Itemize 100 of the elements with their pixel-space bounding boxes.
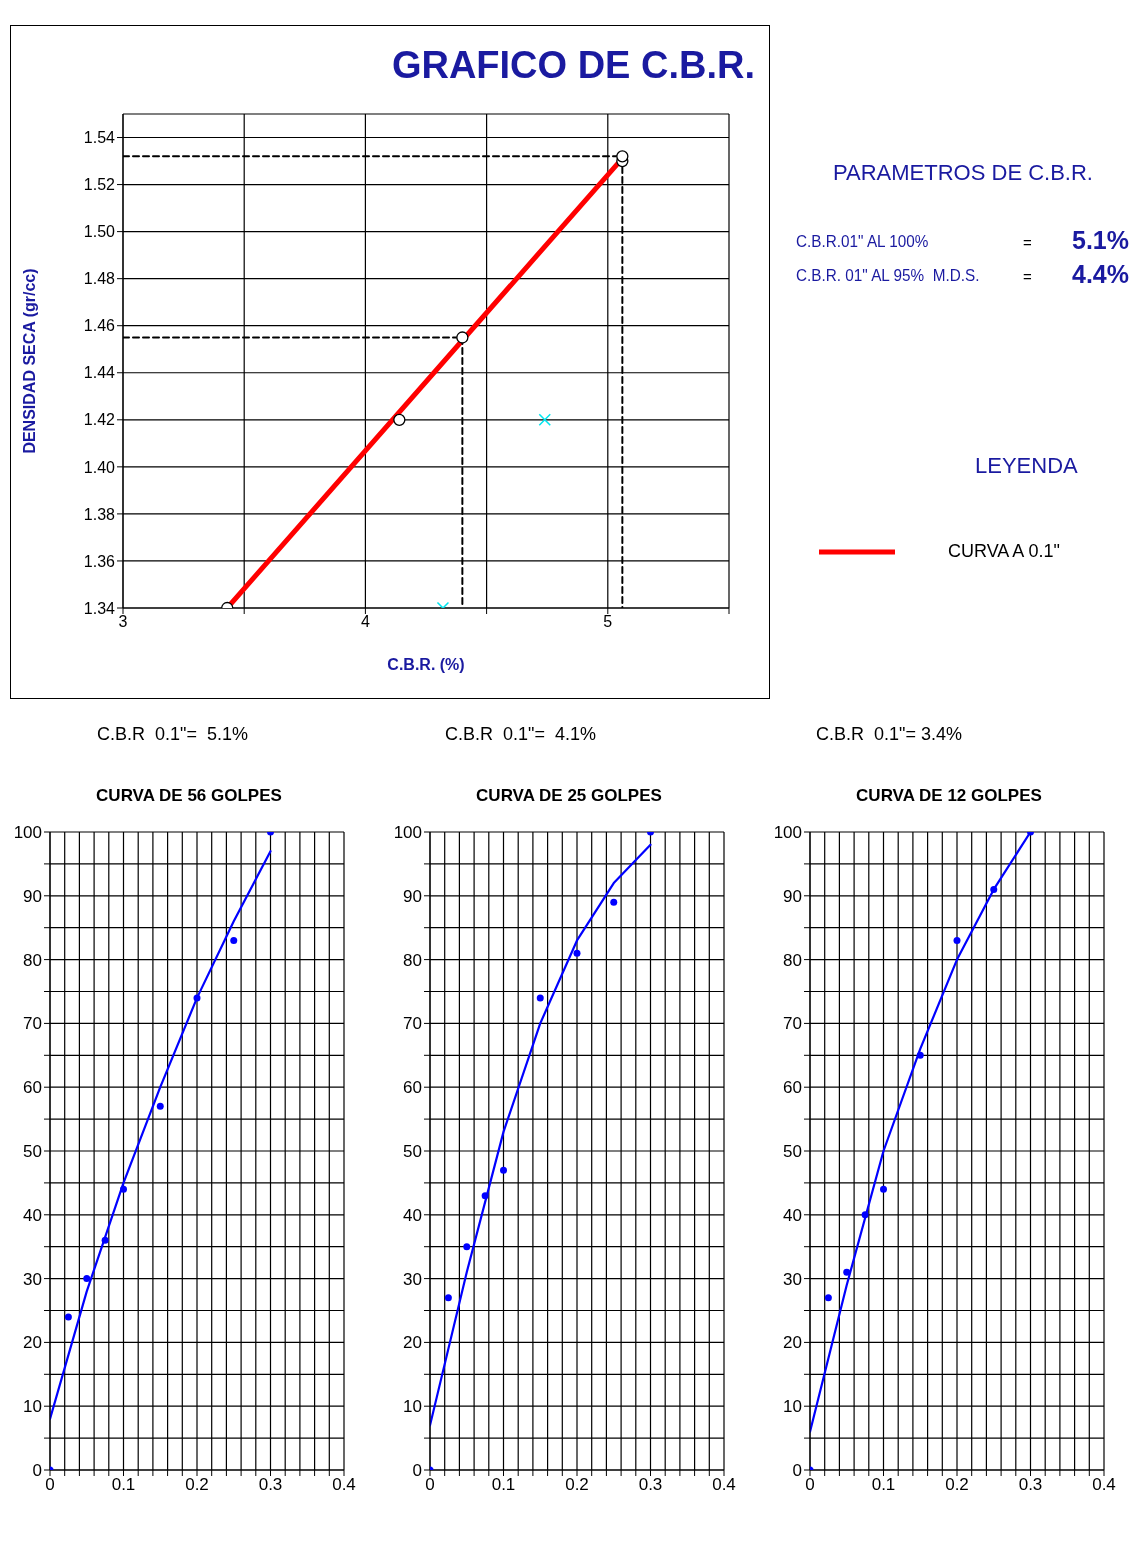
text: C.B.R 0.1"= 5.1% xyxy=(97,724,248,745)
point xyxy=(120,1185,127,1193)
y-tick-label: 90 xyxy=(783,886,802,906)
chart-title: CURVA DE 12 GOLPES xyxy=(855,786,1043,806)
x-tick-label: 0.4 xyxy=(712,1475,736,1495)
point xyxy=(230,936,238,944)
chart-title: CURVA DE 56 GOLPES xyxy=(95,786,283,806)
x-tick-label: 0 xyxy=(425,1475,435,1495)
point xyxy=(444,1294,452,1302)
text: CURVA A 0.1" xyxy=(948,541,1060,562)
x-tick-label: 0.3 xyxy=(1018,1475,1043,1495)
y-tick-label: 60 xyxy=(23,1078,42,1098)
point xyxy=(83,1275,91,1283)
y-tick-label: 1.38 xyxy=(83,505,116,523)
y-tick-label: 1.34 xyxy=(83,599,116,617)
text: C.B.R.01" AL 100% xyxy=(796,232,929,252)
x-tick-label: 0.1 xyxy=(111,1475,136,1495)
y-tick-label: 20 xyxy=(403,1333,422,1353)
y-tick-label: 50 xyxy=(403,1142,422,1162)
point xyxy=(843,1268,851,1276)
y-tick-label: 1.36 xyxy=(83,552,116,570)
point xyxy=(481,1192,489,1200)
x-tick-label: 0.2 xyxy=(565,1475,589,1495)
y-tick-label: 90 xyxy=(403,886,422,906)
y-tick-label: 80 xyxy=(783,950,802,970)
text: = xyxy=(1023,268,1032,285)
text: 5.1% xyxy=(1072,226,1129,255)
x-tick-label: 0.3 xyxy=(258,1475,283,1495)
point xyxy=(156,1102,164,1110)
y-tick-label: 50 xyxy=(783,1142,802,1162)
x-tick-label: 0.1 xyxy=(491,1475,516,1495)
y-tick-label: 40 xyxy=(783,1205,802,1225)
chart-title: CURVA DE 25 GOLPES xyxy=(475,786,663,806)
chart-title: GRAFICO DE C.B.R. xyxy=(391,44,755,87)
y-tick-label: 100 xyxy=(393,823,422,843)
y-tick-label: 10 xyxy=(23,1397,42,1417)
y-tick-label: 20 xyxy=(783,1333,802,1353)
y-tick-label: 1.50 xyxy=(83,223,116,241)
y-tick-label: 1.42 xyxy=(83,411,116,429)
y-tick-label: 80 xyxy=(23,950,42,970)
text: C.B.R. 01" AL 95% M.D.S. xyxy=(796,266,980,286)
y-tick-label: 1.40 xyxy=(83,458,116,476)
text: C.B.R 0.1"= 3.4% xyxy=(816,724,962,745)
y-tick-label: 0 xyxy=(412,1461,422,1481)
point xyxy=(456,331,469,344)
point xyxy=(824,1294,832,1302)
y-tick-label: 90 xyxy=(23,886,42,906)
x-tick-label: 0.2 xyxy=(945,1475,969,1495)
line-series xyxy=(430,843,652,1427)
point xyxy=(953,936,961,944)
point xyxy=(538,413,552,427)
y-tick-label: 1.54 xyxy=(83,129,116,147)
y-tick-label: 20 xyxy=(23,1333,42,1353)
point xyxy=(916,1051,924,1059)
point xyxy=(393,413,406,426)
y-tick-label: 50 xyxy=(23,1142,42,1162)
y-tick-label: 100 xyxy=(773,823,802,843)
y-tick-label: 10 xyxy=(403,1397,422,1417)
point xyxy=(463,1243,471,1251)
line-series xyxy=(810,832,1032,1433)
point xyxy=(616,150,629,163)
y-tick-label: 70 xyxy=(403,1014,422,1034)
x-tick-label: 0.4 xyxy=(332,1475,356,1495)
x-tick-label: 0.4 xyxy=(1092,1475,1116,1495)
x-tick-label: 3 xyxy=(118,613,128,631)
point xyxy=(536,994,544,1002)
point xyxy=(990,885,998,893)
y-tick-label: 100 xyxy=(13,823,42,843)
point xyxy=(193,994,201,1002)
y-tick-label: 1.44 xyxy=(83,364,116,382)
y-tick-label: 30 xyxy=(403,1269,422,1289)
point xyxy=(880,1185,887,1193)
line-series xyxy=(50,850,272,1421)
text: = xyxy=(1023,234,1032,251)
x-tick-label: 0 xyxy=(45,1475,55,1495)
x-tick-label: 5 xyxy=(603,613,613,631)
text: C.B.R 0.1"= 4.1% xyxy=(445,724,596,745)
x-tick-label: 4 xyxy=(360,613,370,631)
point xyxy=(64,1313,72,1321)
x-tick-label: 0.3 xyxy=(638,1475,663,1495)
y-tick-label: 40 xyxy=(23,1205,42,1225)
y-tick-label: 0 xyxy=(32,1461,42,1481)
y-tick-label: 30 xyxy=(783,1269,802,1289)
x-tick-label: 0.1 xyxy=(871,1475,896,1495)
point xyxy=(573,949,581,957)
x-tick-label: 0 xyxy=(805,1475,815,1495)
point xyxy=(101,1236,109,1244)
y-tick-label: 70 xyxy=(23,1014,42,1034)
y-tick-label: 1.48 xyxy=(83,270,116,288)
y-tick-label: 1.46 xyxy=(83,317,116,335)
y-tick-label: 40 xyxy=(403,1205,422,1225)
x-axis-title: C.B.R. (%) xyxy=(387,656,465,673)
text: 4.4% xyxy=(1072,260,1129,289)
x-tick-label: 0.2 xyxy=(185,1475,209,1495)
point xyxy=(500,1166,507,1174)
y-tick-label: 10 xyxy=(783,1397,802,1417)
y-tick-label: 30 xyxy=(23,1269,42,1289)
text: PARAMETROS DE C.B.R. xyxy=(833,160,1093,186)
y-tick-label: 0 xyxy=(792,1461,802,1481)
y-tick-label: 60 xyxy=(783,1078,802,1098)
